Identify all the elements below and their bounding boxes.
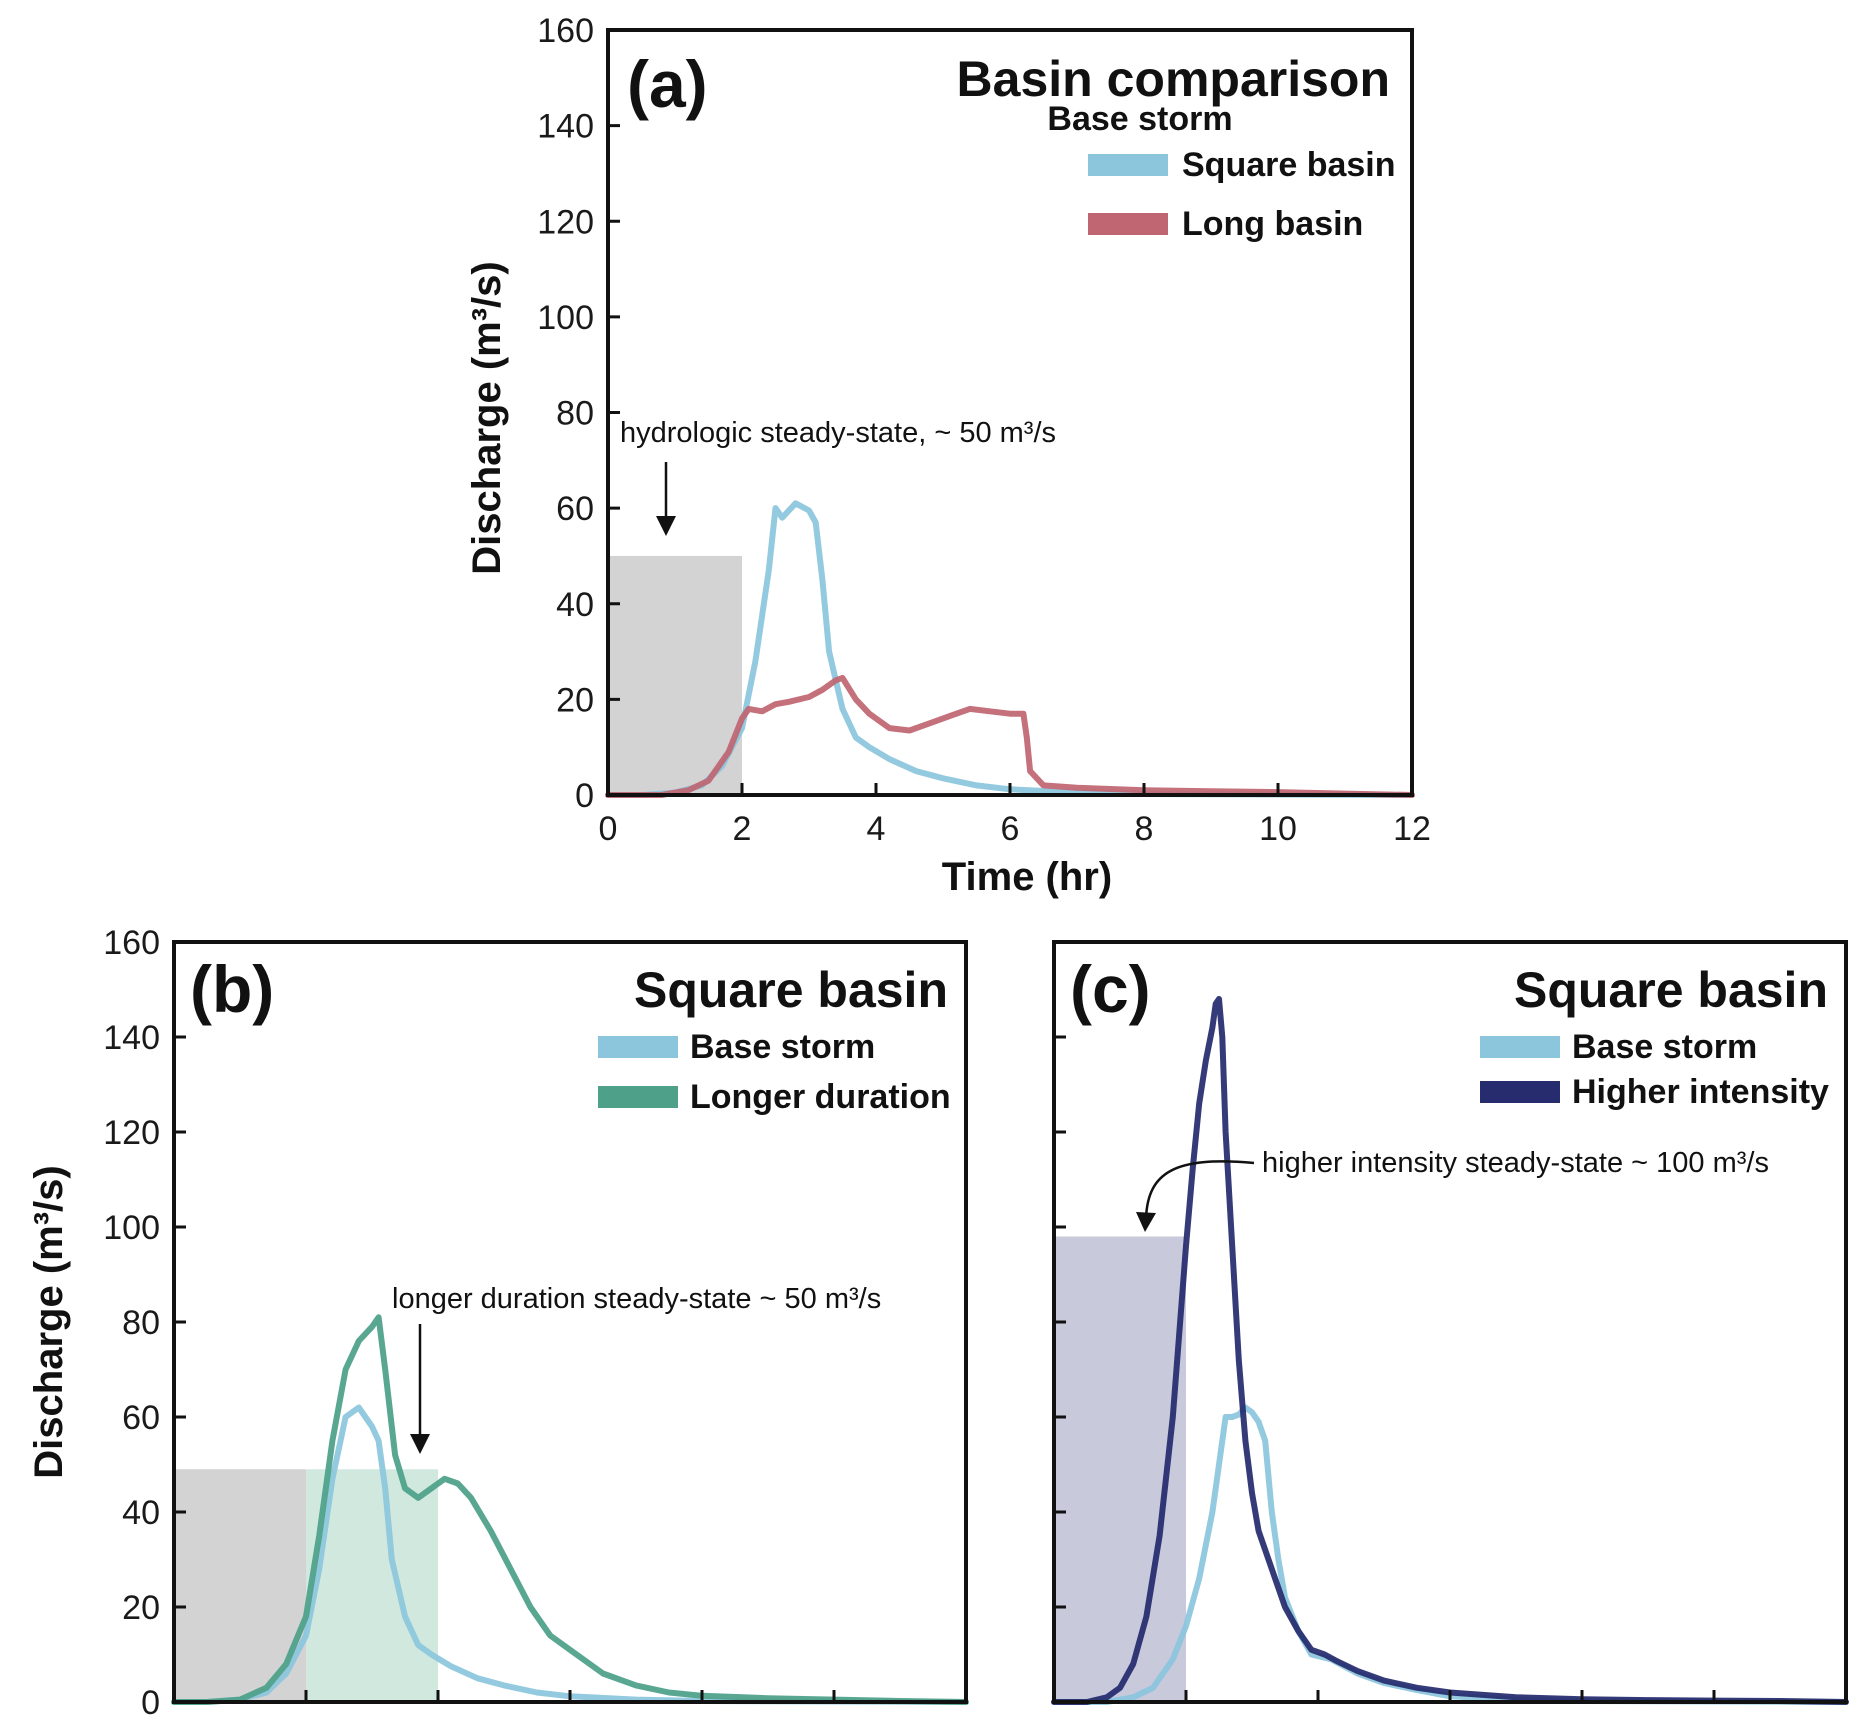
y-tick-label-a: 120 xyxy=(537,203,594,241)
panel-label-c: (c) xyxy=(1070,952,1151,1026)
chart-subtitle-a: Base storm xyxy=(1047,100,1232,138)
x-tick-label-a: 2 xyxy=(733,810,752,848)
chart-title-b: Square basin xyxy=(634,962,948,1018)
legend-label-long-basin: Long basin xyxy=(1182,205,1363,243)
legend-label-longer-duration: Longer duration xyxy=(690,1078,951,1116)
x-tick-label-a: 4 xyxy=(867,810,886,848)
series-group-b xyxy=(171,1314,969,1705)
legend-label-base-storm-c: Base storm xyxy=(1572,1028,1757,1066)
chart-title-c: Square basin xyxy=(1514,962,1828,1018)
x-ticks-c xyxy=(1052,1690,1848,1702)
legend-label-base-storm-b: Base storm xyxy=(690,1028,875,1066)
steady-state-shading-c xyxy=(1054,1236,1186,1702)
y-tick-label-b: 80 xyxy=(122,1304,160,1342)
y-tick-label-a: 100 xyxy=(537,299,594,337)
legend-c: Base storm Higher intensity xyxy=(1480,1028,1829,1111)
panel-label-b: (b) xyxy=(190,952,274,1026)
panel-label-a: (a) xyxy=(627,47,708,121)
series-line-b-base-storm xyxy=(171,1404,969,1705)
panel-a: 0 20 40 60 80 100 120 140 160 0 2 4 6 8 10 12 Discharg… xyxy=(465,12,1431,899)
y-ticks-c xyxy=(1054,940,1066,1704)
x-tick-label-a: 8 xyxy=(1135,810,1154,848)
series-line-c-higher-intensity xyxy=(1051,996,1849,1705)
x-tick-label-a: 0 xyxy=(599,810,618,848)
annotation-arrow-c xyxy=(1136,1160,1255,1232)
steady-state-box-a-0 xyxy=(608,555,742,795)
annotation-b: longer duration steady-state ~ 50 m³/s xyxy=(392,1283,881,1315)
legend-swatch-higher-intensity xyxy=(1480,1081,1560,1103)
y-ticks-a: 0 20 40 60 80 100 120 140 160 xyxy=(537,12,620,815)
annotation-arrow-b xyxy=(410,1324,430,1454)
y-axis-label-a: Discharge (m³/s) xyxy=(465,261,509,574)
series-group-c xyxy=(1051,996,1849,1705)
legend-a: Square basin Long basin xyxy=(1088,146,1396,243)
y-tick-label-b: 140 xyxy=(103,1019,160,1057)
legend-label-square-basin: Square basin xyxy=(1182,146,1396,184)
legend-swatch-square-basin xyxy=(1088,154,1168,176)
legend-swatch-longer-duration xyxy=(598,1086,678,1108)
series-line-a-long-basin xyxy=(605,674,1415,798)
y-tick-label-a: 40 xyxy=(556,586,594,624)
y-tick-label-b: 100 xyxy=(103,1209,160,1247)
legend-b: Base storm Longer duration xyxy=(598,1028,951,1116)
y-axis-label-b: Discharge (m³/s) xyxy=(27,1165,71,1478)
annotation-arrow-a xyxy=(656,462,676,536)
steady-state-shading-a xyxy=(608,555,742,795)
annotation-c: higher intensity steady-state ~ 100 m³/s xyxy=(1262,1147,1769,1179)
x-ticks-a: 0 2 4 6 8 10 12 xyxy=(599,783,1431,848)
y-tick-label-b: 60 xyxy=(122,1399,160,1437)
legend-swatch-long-basin xyxy=(1088,213,1168,235)
legend-swatch-base-storm-c xyxy=(1480,1036,1560,1058)
series-group-a xyxy=(605,500,1415,798)
x-tick-label-a: 12 xyxy=(1393,810,1431,848)
y-tick-label-b: 20 xyxy=(122,1589,160,1627)
chart-title-a: Basin comparison xyxy=(957,51,1390,107)
series-line-b-longer-duration xyxy=(171,1314,969,1705)
panel-c: (c) Square basin Base storm Higher inten… xyxy=(1051,940,1849,1705)
panel-b: 0 20 40 60 80 100 120 140 160 Discharge (m³/s) (… xyxy=(27,924,969,1722)
y-tick-label-a: 0 xyxy=(575,777,594,815)
x-ticks-b xyxy=(172,1690,968,1702)
y-tick-label-b: 120 xyxy=(103,1114,160,1152)
y-tick-label-a: 80 xyxy=(556,395,594,433)
y-tick-label-a: 60 xyxy=(556,490,594,528)
annotation-a: hydrologic steady-state, ~ 50 m³/s xyxy=(620,417,1056,449)
y-tick-label-b: 40 xyxy=(122,1494,160,1532)
legend-label-higher-intensity: Higher intensity xyxy=(1572,1073,1829,1111)
y-ticks-b: 0 20 40 60 80 100 120 140 160 xyxy=(103,924,186,1722)
y-tick-label-a: 160 xyxy=(537,12,594,50)
legend-swatch-base-storm-b xyxy=(598,1036,678,1058)
y-tick-label-a: 140 xyxy=(537,108,594,146)
x-tick-label-a: 10 xyxy=(1259,810,1297,848)
y-tick-label-a: 20 xyxy=(556,681,594,719)
y-tick-label-b: 0 xyxy=(141,1684,160,1722)
x-axis-label-a: Time (hr) xyxy=(942,855,1112,899)
y-tick-label-b: 160 xyxy=(103,924,160,962)
x-tick-label-a: 6 xyxy=(1001,810,1020,848)
